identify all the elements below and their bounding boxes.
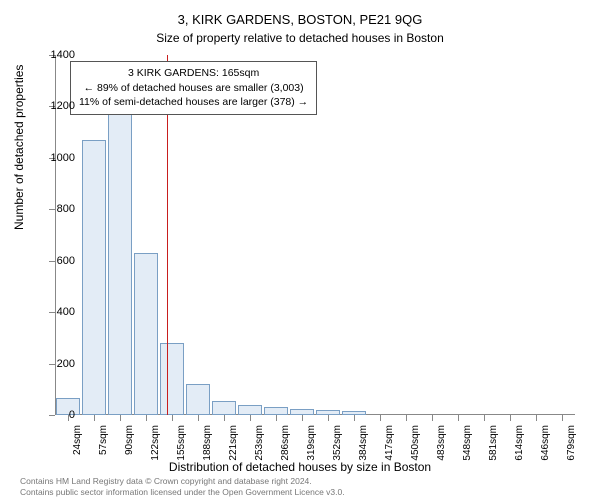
y-tick-label: 0 xyxy=(69,409,75,421)
y-tick-label: 200 xyxy=(57,358,75,370)
chart-title: 3, KIRK GARDENS, BOSTON, PE21 9QG xyxy=(0,0,600,27)
x-tick-label: 679sqm xyxy=(566,425,577,461)
x-tick-label: 483sqm xyxy=(436,425,447,461)
x-tick-label: 286sqm xyxy=(280,425,291,461)
bar xyxy=(108,112,132,415)
bar xyxy=(160,343,184,415)
y-tick-label: 800 xyxy=(57,203,75,215)
footer-line-1: Contains HM Land Registry data © Crown c… xyxy=(20,476,345,487)
x-tick-label: 614sqm xyxy=(514,425,525,461)
info-box: 3 KIRK GARDENS: 165sqm ← 89% of detached… xyxy=(70,61,317,115)
x-tick-label: 24sqm xyxy=(72,425,83,455)
x-tick-label: 57sqm xyxy=(98,425,109,455)
y-tick-label: 1400 xyxy=(51,49,75,61)
x-tick-label: 221sqm xyxy=(228,425,239,461)
plot-area: 3 KIRK GARDENS: 165sqm ← 89% of detached… xyxy=(55,55,575,415)
x-tick-label: 417sqm xyxy=(384,425,395,461)
bar xyxy=(134,253,158,415)
x-tick-label: 319sqm xyxy=(306,425,317,461)
footer-line-2: Contains public sector information licen… xyxy=(20,487,345,498)
chart-subtitle: Size of property relative to detached ho… xyxy=(0,27,600,45)
bar xyxy=(82,140,106,415)
x-tick-label: 548sqm xyxy=(462,425,473,461)
y-tick-label: 1200 xyxy=(51,100,75,112)
y-tick-label: 400 xyxy=(57,306,75,318)
x-tick-label: 646sqm xyxy=(540,425,551,461)
histogram-chart: 3, KIRK GARDENS, BOSTON, PE21 9QG Size o… xyxy=(0,0,600,500)
bar xyxy=(238,405,262,415)
x-tick-label: 450sqm xyxy=(410,425,421,461)
bar xyxy=(212,401,236,415)
y-axis-title: Number of detached properties xyxy=(12,65,26,230)
bar xyxy=(264,407,288,415)
x-tick-label: 188sqm xyxy=(202,425,213,461)
x-axis-title: Distribution of detached houses by size … xyxy=(0,460,600,474)
footer-attribution: Contains HM Land Registry data © Crown c… xyxy=(20,476,345,498)
info-line-2: ← 89% of detached houses are smaller (3,… xyxy=(79,81,308,96)
x-tick-label: 581sqm xyxy=(488,425,499,461)
x-tick-label: 253sqm xyxy=(254,425,265,461)
info-line-1: 3 KIRK GARDENS: 165sqm xyxy=(79,66,308,81)
y-tick-label: 1000 xyxy=(51,152,75,164)
x-tick-label: 352sqm xyxy=(332,425,343,461)
info-line-3: 11% of semi-detached houses are larger (… xyxy=(79,95,308,110)
x-tick-label: 90sqm xyxy=(124,425,135,455)
bar xyxy=(186,384,210,415)
x-tick-label: 384sqm xyxy=(358,425,369,461)
y-tick-label: 600 xyxy=(57,255,75,267)
x-tick-label: 122sqm xyxy=(150,425,161,461)
x-tick-label: 155sqm xyxy=(176,425,187,461)
